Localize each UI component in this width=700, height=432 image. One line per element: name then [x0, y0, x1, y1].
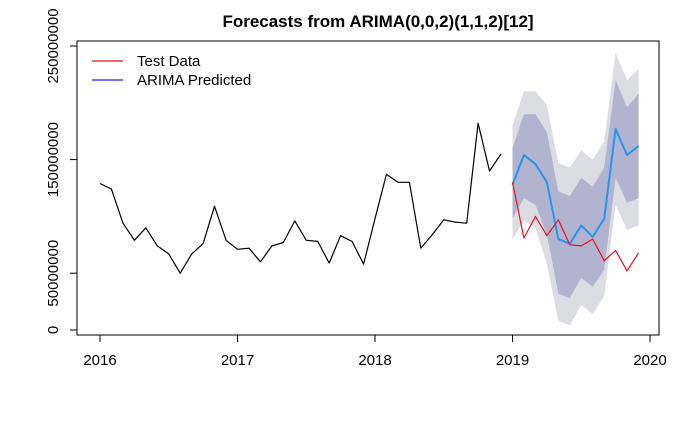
x-tick-label: 2020	[633, 352, 666, 369]
chart-title: Forecasts from ARIMA(0,0,2)(1,1,2)[12]	[222, 12, 533, 31]
y-tick-label: 250000000	[45, 8, 62, 83]
x-tick-label: 2019	[496, 352, 529, 369]
history-series-line	[99, 122, 502, 274]
y-tick-label: 0	[45, 326, 62, 334]
test-series-line	[511, 182, 640, 272]
x-tick-label: 2018	[358, 352, 391, 369]
series-lines	[99, 122, 640, 274]
y-axis: 0 50000000 150000000 250000000	[45, 8, 78, 334]
x-tick-label: 2016	[83, 352, 116, 369]
predicted-series-line	[511, 127, 640, 245]
x-tick-label: 2017	[221, 352, 254, 369]
y-tick-label: 150000000	[45, 122, 62, 197]
legend-label-test: Test Data	[137, 53, 201, 70]
legend-label-predicted: ARIMA Predicted	[137, 72, 251, 89]
x-axis: 2016 2017 2018 2019 2020	[83, 334, 667, 369]
forecast-bands	[512, 52, 639, 326]
legend: Test Data ARIMA Predicted	[92, 53, 251, 89]
band-80	[512, 80, 639, 299]
y-tick-label: 50000000	[45, 240, 62, 307]
